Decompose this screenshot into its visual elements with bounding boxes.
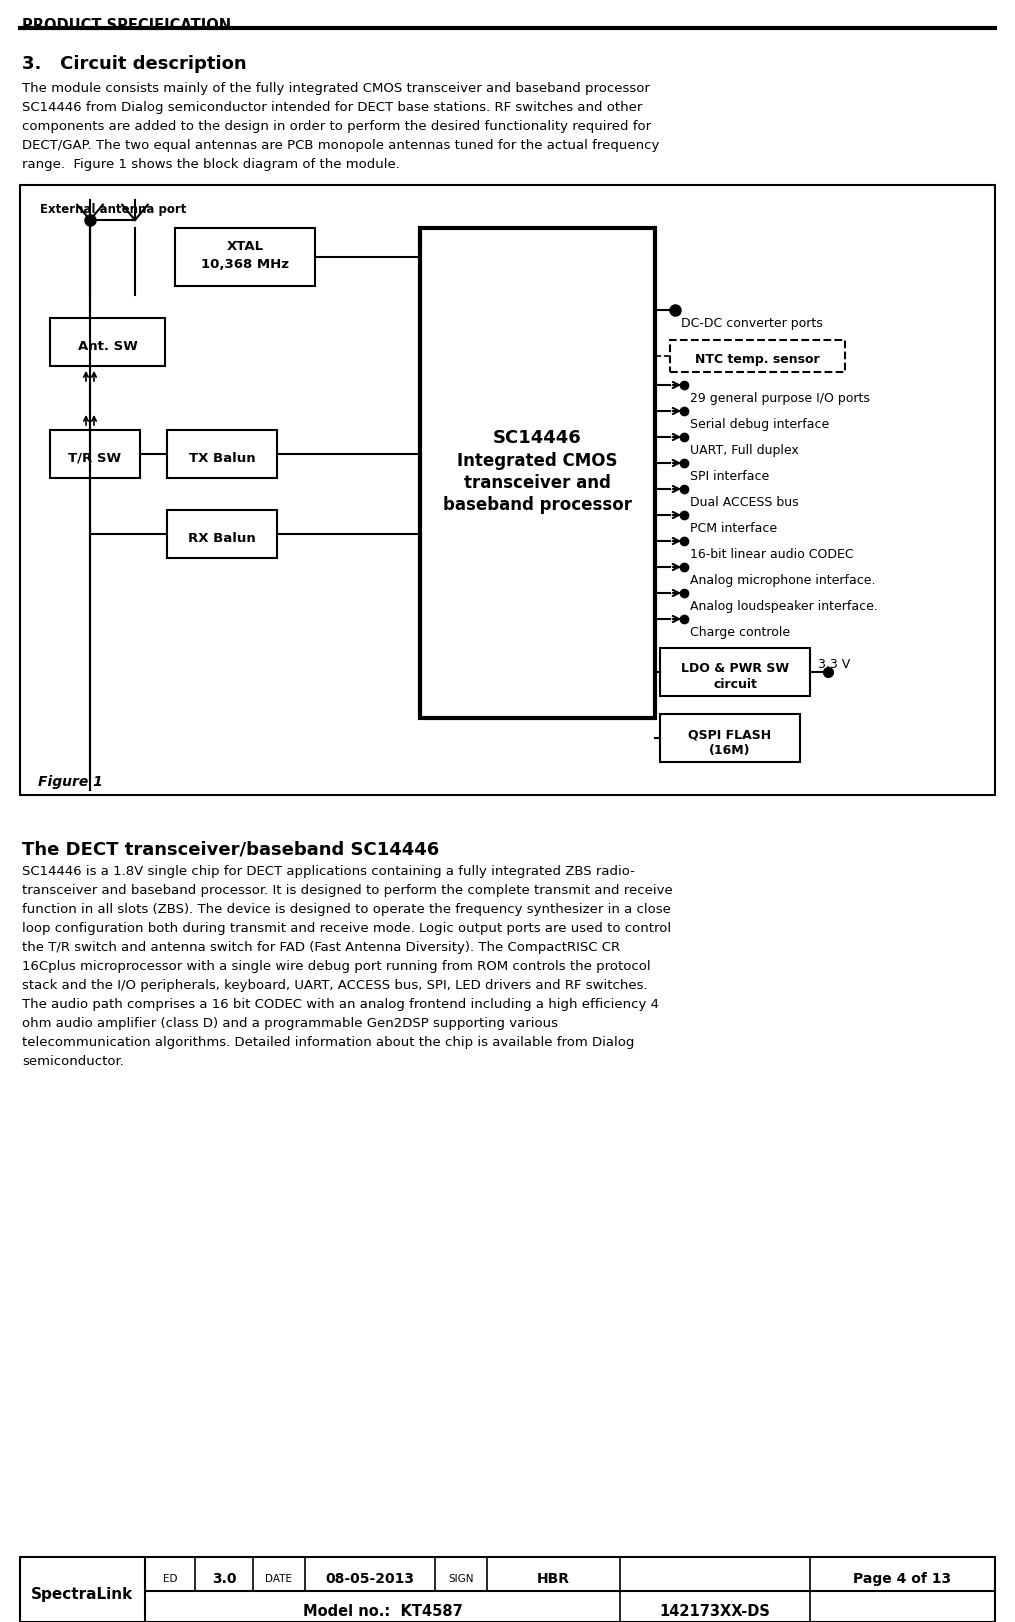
- Text: 3.   Circuit description: 3. Circuit description: [22, 55, 247, 73]
- Text: components are added to the design in order to perform the desired functionality: components are added to the design in or…: [22, 120, 652, 133]
- Text: HBR: HBR: [537, 1572, 570, 1586]
- Text: 29 general purpose I/O ports: 29 general purpose I/O ports: [690, 393, 870, 406]
- Text: Analog loudspeaker interface.: Analog loudspeaker interface.: [690, 600, 878, 613]
- Text: UART, Full duplex: UART, Full duplex: [690, 444, 799, 457]
- Bar: [167, 430, 277, 478]
- Text: loop configuration both during transmit and receive mode. Logic output ports are: loop configuration both during transmit …: [22, 921, 671, 934]
- Text: PCM interface: PCM interface: [690, 522, 777, 535]
- Text: telecommunication algorithms. Detailed information about the chip is available f: telecommunication algorithms. Detailed i…: [22, 1036, 634, 1049]
- Text: Ant. SW: Ant. SW: [77, 339, 137, 352]
- Text: Dual ACCESS bus: Dual ACCESS bus: [690, 496, 799, 509]
- Text: T/R SW: T/R SW: [68, 451, 122, 464]
- Text: SIGN: SIGN: [449, 1573, 474, 1585]
- Text: Page 4 of 13: Page 4 of 13: [854, 1572, 951, 1586]
- Bar: [420, 229, 655, 719]
- Text: transceiver and baseband processor. It is designed to perform the complete trans: transceiver and baseband processor. It i…: [22, 884, 673, 897]
- Bar: [660, 649, 810, 696]
- Bar: [20, 1557, 995, 1622]
- Text: Analog microphone interface.: Analog microphone interface.: [690, 574, 876, 587]
- Bar: [660, 714, 800, 762]
- Text: Integrated CMOS: Integrated CMOS: [457, 453, 618, 470]
- Text: the T/R switch and antenna switch for FAD (Fast Antenna Diversity). The CompactR: the T/R switch and antenna switch for FA…: [22, 941, 620, 954]
- Text: The audio path comprises a 16 bit CODEC with an analog frontend including a high: The audio path comprises a 16 bit CODEC …: [22, 998, 659, 1011]
- Text: (16M): (16M): [709, 744, 751, 757]
- Text: 10,368 MHz: 10,368 MHz: [201, 258, 289, 271]
- Text: SC14446 from Dialog semiconductor intended for DECT base stations. RF switches a: SC14446 from Dialog semiconductor intend…: [22, 101, 642, 114]
- Text: The DECT transceiver/baseband SC14446: The DECT transceiver/baseband SC14446: [22, 840, 439, 858]
- Text: DC-DC converter ports: DC-DC converter ports: [681, 316, 823, 329]
- Text: SC14446: SC14446: [493, 428, 582, 448]
- Bar: [175, 229, 315, 285]
- Text: transceiver and: transceiver and: [464, 474, 611, 491]
- Text: ohm audio amplifier (class D) and a programmable Gen2DSP supporting various: ohm audio amplifier (class D) and a prog…: [22, 1017, 558, 1030]
- Text: RX Balun: RX Balun: [188, 532, 256, 545]
- Bar: [50, 318, 165, 367]
- Bar: [167, 509, 277, 558]
- Text: DATE: DATE: [266, 1573, 292, 1585]
- Text: LDO & PWR SW: LDO & PWR SW: [681, 662, 789, 675]
- Text: PRODUCT SPECIFICATION: PRODUCT SPECIFICATION: [22, 18, 231, 32]
- Text: range.  Figure 1 shows the block diagram of the module.: range. Figure 1 shows the block diagram …: [22, 157, 400, 170]
- Text: SPI interface: SPI interface: [690, 470, 769, 483]
- Text: 142173XX-DS: 142173XX-DS: [660, 1604, 770, 1619]
- Text: TX Balun: TX Balun: [189, 451, 256, 464]
- Bar: [670, 341, 845, 371]
- Text: XTAL: XTAL: [226, 240, 264, 253]
- Text: Serial debug interface: Serial debug interface: [690, 418, 829, 431]
- Text: stack and the I/O peripherals, keyboard, UART, ACCESS bus, SPI, LED drivers and : stack and the I/O peripherals, keyboard,…: [22, 980, 648, 993]
- Text: QSPI FLASH: QSPI FLASH: [688, 728, 771, 741]
- Text: semiconductor.: semiconductor.: [22, 1054, 124, 1067]
- Text: 08-05-2013: 08-05-2013: [326, 1572, 414, 1586]
- Bar: [20, 185, 995, 795]
- Text: SpectraLink: SpectraLink: [31, 1586, 134, 1603]
- Text: function in all slots (ZBS). The device is designed to operate the frequency syn: function in all slots (ZBS). The device …: [22, 903, 671, 916]
- Text: Figure 1: Figure 1: [38, 775, 103, 788]
- Text: Charge controle: Charge controle: [690, 626, 790, 639]
- Text: 16-bit linear audio CODEC: 16-bit linear audio CODEC: [690, 548, 854, 561]
- Text: 3.0: 3.0: [212, 1572, 236, 1586]
- Text: baseband processor: baseband processor: [443, 496, 632, 514]
- Text: Model no.:  KT4587: Model no.: KT4587: [302, 1604, 463, 1619]
- Text: External antenna port: External antenna port: [40, 203, 187, 216]
- Text: NTC temp. sensor: NTC temp. sensor: [695, 354, 820, 367]
- Text: 16Cplus microprocessor with a single wire debug port running from ROM controls t: 16Cplus microprocessor with a single wir…: [22, 960, 651, 973]
- Text: The module consists mainly of the fully integrated CMOS transceiver and baseband: The module consists mainly of the fully …: [22, 83, 650, 96]
- Text: circuit: circuit: [714, 678, 757, 691]
- Text: ED: ED: [162, 1573, 178, 1585]
- Text: SC14446 is a 1.8V single chip for DECT applications containing a fully integrate: SC14446 is a 1.8V single chip for DECT a…: [22, 865, 634, 878]
- Bar: [50, 430, 140, 478]
- Text: 3,3 V: 3,3 V: [818, 659, 851, 672]
- Text: DECT/GAP. The two equal antennas are PCB monopole antennas tuned for the actual : DECT/GAP. The two equal antennas are PCB…: [22, 139, 660, 152]
